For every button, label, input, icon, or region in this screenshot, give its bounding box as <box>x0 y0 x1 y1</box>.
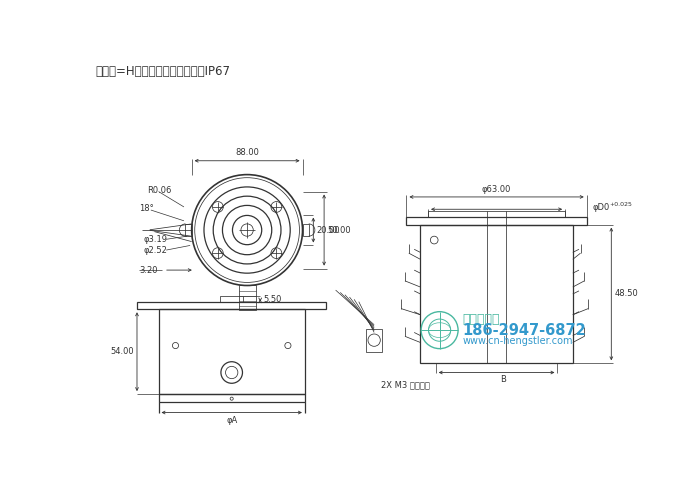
Bar <box>366 329 382 352</box>
Bar <box>186 224 192 236</box>
Text: 50.00: 50.00 <box>327 226 351 235</box>
Text: φA: φA <box>226 416 237 425</box>
Bar <box>420 225 573 363</box>
Bar <box>428 211 565 217</box>
Bar <box>302 224 309 236</box>
Text: φ2.52: φ2.52 <box>143 246 167 254</box>
Bar <box>407 217 587 225</box>
Text: φD0: φD0 <box>593 203 610 212</box>
Text: +0.025: +0.025 <box>610 202 633 207</box>
Text: 18°: 18° <box>139 204 154 213</box>
Text: 20.00: 20.00 <box>316 226 340 235</box>
Text: R0.06: R0.06 <box>147 186 172 195</box>
Text: 186-2947-6872: 186-2947-6872 <box>463 323 587 338</box>
Text: 轴安装=H：通孔轴，后夹紧环；IP67: 轴安装=H：通孔轴，后夹紧环；IP67 <box>95 65 230 78</box>
Text: B: B <box>500 375 506 384</box>
Text: 3.20: 3.20 <box>139 265 158 274</box>
Text: www.cn-hengstler.com: www.cn-hengstler.com <box>463 336 573 346</box>
Bar <box>220 296 244 302</box>
Bar <box>137 302 326 309</box>
Text: 88.00: 88.00 <box>235 148 259 157</box>
Text: 西安德伍拓: 西安德伍拓 <box>463 313 500 326</box>
Bar <box>239 285 256 310</box>
Text: φ63.00: φ63.00 <box>482 185 511 194</box>
Text: 5.50: 5.50 <box>263 295 281 304</box>
Bar <box>158 309 304 394</box>
Text: φ3.19: φ3.19 <box>143 235 167 244</box>
Bar <box>158 394 304 402</box>
Text: 48.50: 48.50 <box>615 289 638 298</box>
Text: 2X M3 固定螺钉: 2X M3 固定螺钉 <box>381 380 429 389</box>
Text: 54.00: 54.00 <box>111 347 134 356</box>
